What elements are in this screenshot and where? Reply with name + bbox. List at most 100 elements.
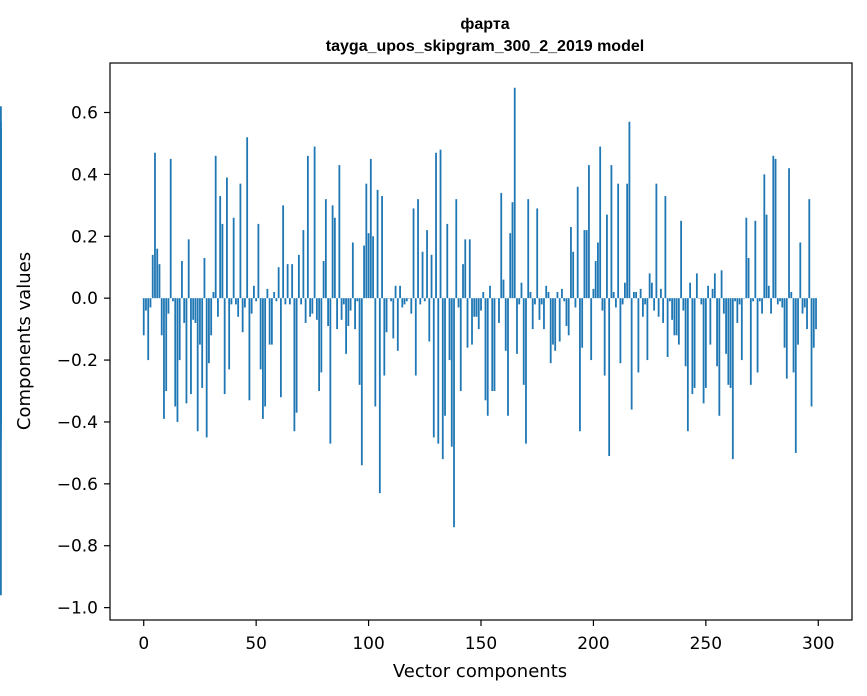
bar — [446, 223, 449, 299]
y-tick-label: 0.4 — [71, 165, 98, 185]
bar — [201, 298, 204, 388]
bar — [563, 298, 566, 302]
bar — [228, 298, 231, 370]
x-tick-label: 250 — [690, 634, 722, 654]
bar — [504, 298, 507, 351]
bar — [585, 230, 588, 299]
bar — [682, 298, 685, 311]
bar — [693, 298, 696, 388]
bar — [450, 298, 453, 447]
bar — [507, 298, 509, 416]
bar-series — [0, 87, 817, 596]
bar — [318, 298, 321, 392]
bar — [338, 165, 341, 299]
y-tick-label: −0.2 — [57, 351, 98, 371]
bar — [516, 298, 518, 354]
bar — [396, 298, 399, 351]
bar — [727, 298, 730, 385]
bar — [430, 254, 433, 299]
bar — [702, 298, 705, 404]
bar — [214, 155, 217, 299]
bar — [210, 298, 213, 336]
bar — [788, 168, 790, 299]
bar — [158, 264, 161, 299]
bar — [713, 273, 716, 299]
bar — [749, 298, 752, 385]
bar — [329, 298, 332, 444]
bar — [711, 288, 714, 299]
bar — [502, 279, 505, 299]
bar — [686, 298, 689, 432]
bar — [331, 205, 334, 299]
bar — [297, 254, 300, 299]
bar — [187, 239, 190, 299]
bar — [633, 291, 635, 299]
bar — [691, 298, 694, 395]
bar — [765, 214, 768, 299]
bar — [223, 298, 226, 395]
bar — [217, 298, 219, 317]
bar — [412, 208, 415, 299]
bar — [671, 298, 674, 320]
bar — [579, 298, 581, 432]
bar — [237, 298, 240, 317]
bar — [264, 298, 267, 407]
bar — [360, 298, 363, 466]
bar — [378, 298, 381, 494]
bar — [574, 298, 577, 308]
bar — [536, 208, 539, 299]
bar — [277, 267, 280, 299]
bar — [342, 298, 345, 305]
bar — [181, 261, 183, 299]
bar — [349, 298, 352, 311]
bar — [367, 233, 370, 299]
bar — [183, 298, 186, 323]
bar — [657, 298, 660, 317]
bar — [599, 146, 602, 299]
bar — [707, 285, 709, 299]
bar — [659, 288, 662, 299]
bar — [812, 298, 815, 348]
bar — [790, 291, 793, 299]
bar — [208, 298, 210, 364]
bar — [549, 298, 552, 364]
bar — [221, 223, 224, 299]
x-tick-label: 300 — [802, 634, 834, 654]
x-tick-label: 0 — [138, 634, 149, 654]
bar — [176, 298, 179, 422]
bar — [145, 298, 147, 311]
bar — [619, 298, 622, 364]
bar — [235, 298, 237, 305]
bar — [279, 298, 282, 398]
bar — [165, 298, 168, 392]
bar — [722, 298, 725, 314]
bar — [565, 298, 568, 327]
bar — [302, 230, 305, 299]
bar — [484, 298, 487, 401]
bar — [403, 298, 406, 305]
bar — [417, 199, 419, 299]
bar — [729, 298, 732, 388]
bar — [340, 298, 343, 320]
bar — [747, 257, 750, 299]
bar — [570, 227, 572, 299]
bar — [160, 298, 163, 336]
bar — [628, 121, 631, 299]
y-tick-label: 0.2 — [71, 227, 98, 247]
bar — [322, 261, 325, 299]
y-tick-label: 0.0 — [71, 289, 98, 309]
bar — [513, 87, 516, 299]
chart-title-line-1: фарта — [460, 16, 509, 33]
bar — [779, 298, 781, 302]
bar — [810, 298, 813, 407]
bar — [486, 298, 489, 416]
bar — [419, 298, 422, 305]
bar — [662, 298, 665, 323]
bar — [738, 298, 741, 305]
bar — [767, 285, 770, 299]
bar — [327, 298, 329, 327]
bar — [792, 298, 795, 373]
bar — [491, 298, 494, 392]
